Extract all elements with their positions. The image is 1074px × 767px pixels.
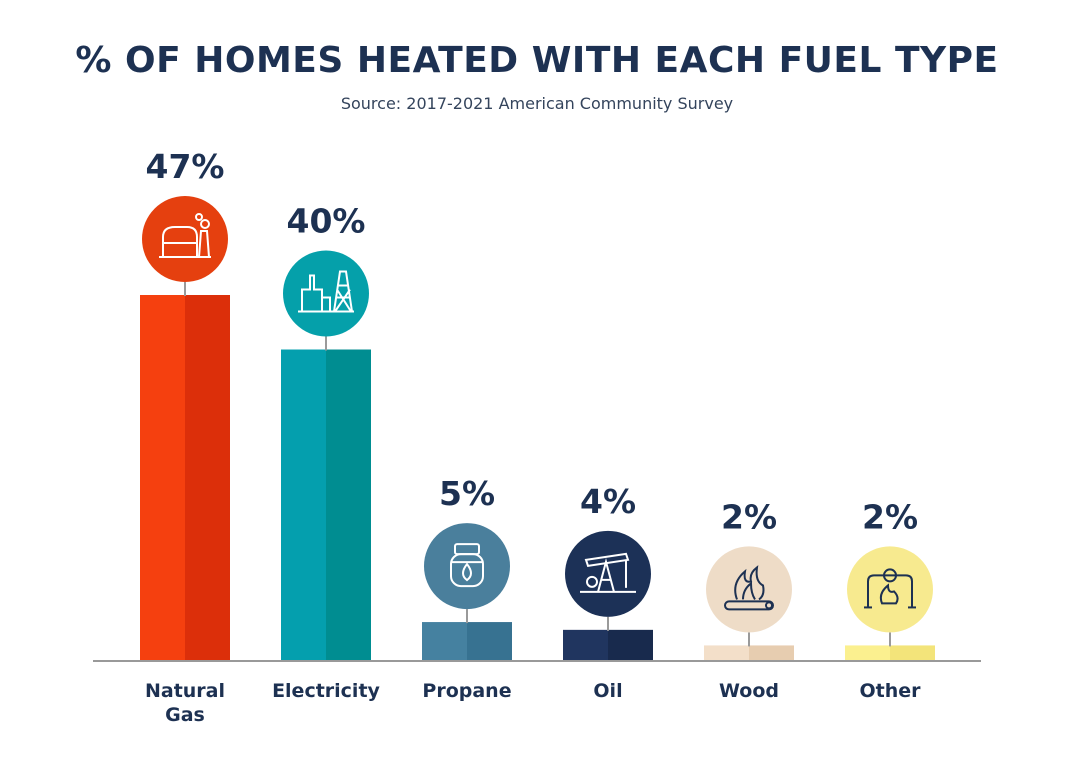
bar-5 [845, 645, 890, 661]
campfire-icon [724, 565, 774, 611]
value-label: 2% [721, 497, 777, 536]
icon-circle [565, 530, 651, 617]
bar-shade-2 [467, 622, 512, 661]
bar-2 [422, 622, 467, 661]
oil-pump-icon [580, 552, 636, 593]
category-label: Electricity [272, 680, 380, 702]
pipe-flame-icon [864, 568, 916, 609]
icon-circle [283, 250, 369, 337]
bar-shade-3 [608, 629, 653, 661]
bar-shade-0 [185, 295, 230, 661]
category-label: Other [859, 680, 921, 702]
value-label: 47% [146, 147, 225, 186]
category-label: Oil [593, 680, 622, 702]
power-plant-icon [298, 270, 354, 313]
bar-3 [563, 629, 608, 661]
value-label: 40% [287, 202, 366, 241]
value-label: 5% [439, 474, 495, 513]
icon-circle [424, 523, 510, 610]
bar-shade-4 [749, 645, 794, 661]
category-label: Propane [422, 680, 511, 702]
icon-circle [847, 546, 933, 633]
value-label: 2% [862, 497, 918, 536]
gas-plant-icon [159, 213, 211, 258]
bar-shade-5 [890, 645, 935, 661]
chart-title: % OF HOMES HEATED WITH EACH FUEL TYPE [75, 40, 999, 81]
icon-circle [706, 546, 792, 633]
category-label: Wood [719, 680, 779, 702]
icon-circle [142, 196, 228, 282]
chart-subtitle: Source: 2017-2021 American Community Sur… [340, 94, 734, 113]
category-label: Natural Gas [145, 680, 225, 726]
bar-shade-1 [326, 349, 371, 661]
bar-0 [140, 295, 185, 661]
propane-tank-icon [450, 543, 484, 588]
bar-4 [704, 645, 749, 661]
value-label: 4% [580, 482, 636, 521]
bar-1 [281, 349, 326, 661]
